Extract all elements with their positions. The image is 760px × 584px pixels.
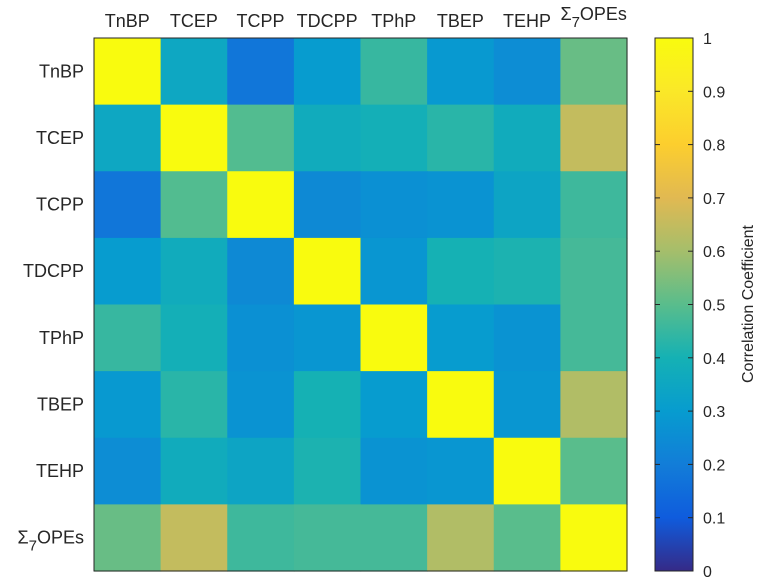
heatmap-cell [227, 38, 295, 106]
heatmap-cell [94, 437, 162, 505]
heatmap-cell [493, 104, 561, 172]
heatmap-cell [94, 237, 162, 306]
colorbar-tick-label: 0.9 [703, 84, 725, 101]
y-axis-tick-labels: TnBP TCEP TCPP TDCPP TPhP TBEP TEHP Σ7OPEs [18, 61, 85, 554]
heatmap-cell [227, 504, 295, 572]
colorbar-tick-label: 0.4 [703, 351, 725, 368]
heatmap-cell [160, 104, 228, 172]
heatmap-cell [227, 237, 295, 306]
heatmap-cell [293, 304, 362, 372]
x-tick-label: TDCPP [297, 11, 358, 31]
heatmap-cell [360, 304, 428, 372]
heatmap-cell [360, 171, 428, 239]
heatmap-cell [360, 38, 428, 106]
heatmap-cell [94, 371, 162, 439]
heatmap-cell [560, 437, 628, 505]
colorbar-tick-label: 1 [703, 31, 712, 48]
heatmap-cell [94, 38, 162, 106]
heatmap-cell [360, 237, 428, 306]
y-tick-label: TDCPP [23, 261, 84, 281]
heatmap-cell [160, 171, 228, 239]
heatmap-cell [560, 38, 628, 106]
heatmap-cell [360, 371, 428, 439]
heatmap-cell [293, 371, 362, 439]
heatmap-cell [94, 304, 162, 372]
heatmap-cell [227, 171, 295, 239]
heatmap-cell [560, 504, 628, 572]
y-tick-label: Σ7OPEs [18, 528, 85, 555]
heatmap-cell [560, 104, 628, 172]
colorbar-tick-label: 0.3 [703, 404, 725, 421]
heatmap-cell [160, 304, 228, 372]
heatmap-cell [427, 504, 495, 572]
colorbar-tick-label: 0.8 [703, 138, 725, 155]
heatmap-cell [227, 304, 295, 372]
heatmap-cell [293, 237, 362, 306]
heatmap-cell [427, 38, 495, 106]
colorbar-tick-label: 0.2 [703, 457, 725, 474]
heatmap-cell [560, 371, 628, 439]
heatmap-cell [493, 237, 561, 306]
heatmap-cell [493, 171, 561, 239]
y-tick-label: TPhP [39, 328, 84, 348]
heatmap-cell [160, 237, 228, 306]
heatmap-cell [227, 437, 295, 505]
heatmap-cell [94, 104, 162, 172]
x-tick-label: TBEP [437, 11, 484, 31]
y-tick-label: TBEP [37, 394, 84, 414]
heatmap-cell [360, 437, 428, 505]
heatmap-cell [427, 104, 495, 172]
heatmap-cell [493, 437, 561, 505]
heatmap-cell [493, 304, 561, 372]
heatmap-cell [560, 237, 628, 306]
colorbar-tick-label: 0.6 [703, 244, 725, 261]
y-tick-label: TCPP [36, 195, 84, 215]
heatmap-cell [293, 104, 362, 172]
x-axis-tick-labels: TnBP TCEP TCPP TDCPP TPhP TBEP TEHP Σ7OPEs [105, 4, 627, 31]
x-tick-label: TPhP [371, 11, 416, 31]
y-tick-label: TCEP [36, 128, 84, 148]
colorbar-ticks: 0 0.1 0.2 0.3 0.4 0.5 0.6 0.7 0.8 0.9 1 [655, 31, 725, 581]
heatmap-cell [293, 171, 362, 239]
heatmap-cell [493, 371, 561, 439]
heatmap-cell [427, 237, 495, 306]
x-tick-label: TnBP [105, 11, 150, 31]
heatmap-cell [160, 371, 228, 439]
colorbar-tick-label: 0 [703, 564, 712, 581]
x-tick-label: TCPP [237, 11, 285, 31]
heatmap-cell [560, 171, 628, 239]
colorbar-tick-label: 0.7 [703, 191, 725, 208]
heatmap-cell [94, 171, 162, 239]
heatmap-cell [493, 504, 561, 572]
heatmap-cell [560, 304, 628, 372]
x-tick-label: TEHP [503, 11, 551, 31]
plot-frame [93, 37, 628, 572]
heatmap-cell [94, 504, 162, 572]
heatmap-cell [160, 504, 228, 572]
heatmap-cells [94, 38, 628, 572]
heatmap-cell [293, 504, 362, 572]
heatmap-cell [427, 437, 495, 505]
heatmap-cell [160, 38, 228, 106]
y-tick-label: TEHP [36, 461, 84, 481]
heatmap-cell [493, 38, 561, 106]
colorbar-label: Correlation Coefficient [740, 224, 757, 383]
heatmap-cell [293, 38, 362, 106]
x-tick-label: TCEP [170, 11, 218, 31]
heatmap-cell [227, 371, 295, 439]
heatmap-cell [427, 304, 495, 372]
heatmap-cell [360, 104, 428, 172]
heatmap-cell [227, 104, 295, 172]
colorbar [654, 37, 694, 572]
colorbar-tick-label: 0.1 [703, 511, 725, 528]
colorbar-tick-label: 0.5 [703, 298, 725, 315]
heatmap-cell [427, 171, 495, 239]
y-tick-label: TnBP [39, 61, 84, 81]
heatmap-cell [360, 504, 428, 572]
heatmap-cell [293, 437, 362, 505]
heatmap-cell [160, 437, 228, 505]
x-tick-label: Σ7OPEs [560, 4, 627, 31]
heatmap-cell [427, 371, 495, 439]
